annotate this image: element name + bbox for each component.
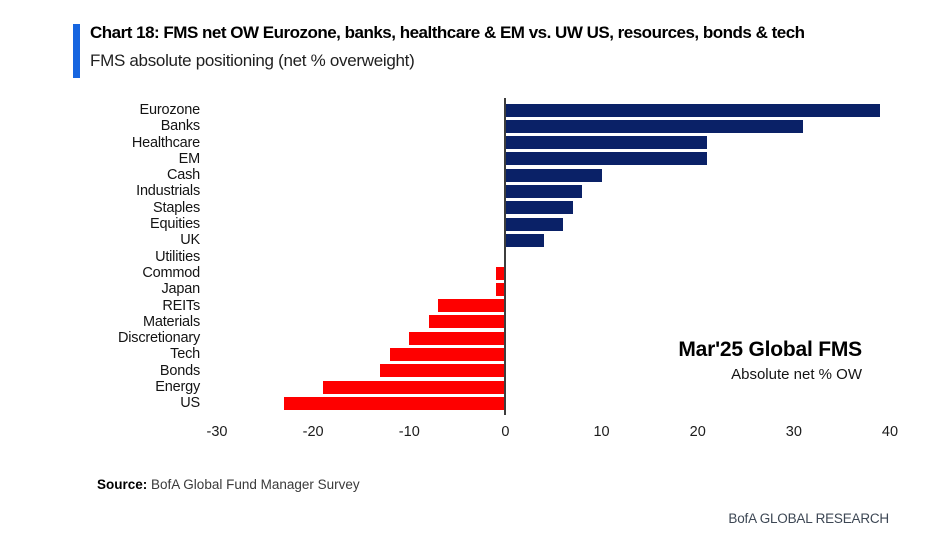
bar-staples [505,201,573,215]
bar-row: REITs [0,298,929,314]
x-tick-label: 40 [881,424,899,440]
category-label: Tech [170,346,200,363]
bar-track [217,232,890,248]
bar-track [217,167,890,183]
bar-banks [505,119,804,133]
bar-healthcare [505,136,708,150]
bar-uk [505,233,544,247]
x-tick-label: 30 [785,424,802,440]
bar-row: Eurozone [0,102,929,118]
x-tick-label: 20 [689,424,706,440]
bar-equities [505,217,564,231]
source-label: Source: [97,477,148,492]
bar-row: Energy [0,379,929,395]
x-tick-label: 10 [593,424,610,440]
bar-track [217,151,890,167]
category-label: Japan [161,281,200,298]
bar-row: Banks [0,118,929,134]
bar-row: Bonds [0,363,929,379]
bar-row: Tech [0,346,929,362]
x-tick-label: 0 [501,424,510,440]
bar-row: Materials [0,314,929,330]
bar-track [217,281,890,297]
x-tick-label: -20 [302,424,324,440]
category-label: Eurozone [139,102,201,118]
bar-us [284,396,506,410]
bar-energy [322,380,506,394]
bar-chart: Eurozone Banks Healthcare EM Cash Industrials… [0,102,929,412]
category-label: Bonds [159,362,200,379]
bar-japan [495,282,506,296]
bar-track [217,183,890,199]
zero-axis-line [504,98,506,415]
category-label: Equities [150,216,200,233]
bar-commod [495,266,506,280]
brand-footer: BofA GLOBAL RESEARCH [728,511,889,526]
bar-em [505,152,708,166]
category-label: Healthcare [131,134,200,151]
bar-track [217,216,890,232]
bar-row: EM [0,151,929,167]
bar-track [217,346,890,362]
category-label: Banks [160,118,201,135]
bar-track [217,200,890,216]
source-text: BofA Global Fund Manager Survey [151,477,360,492]
bar-row: Industrials [0,183,929,199]
bar-track [217,363,890,379]
bar-track [217,102,890,118]
bar-track [217,249,890,265]
bar-track [217,298,890,314]
annotation-title: Mar'25 Global FMS [678,338,862,361]
category-label: EM [178,150,201,167]
category-label: UK [180,232,200,249]
bar-row: Healthcare [0,135,929,151]
category-label: Discretionary [117,330,200,347]
bar-row: Japan [0,281,929,297]
bar-materials [428,315,506,329]
bar-track [217,118,890,134]
chart-title: Chart 18: FMS net OW Eurozone, banks, he… [90,23,805,42]
category-label: Cash [166,167,200,184]
annotation-subtitle: Absolute net % OW [731,366,862,383]
bar-track [217,135,890,151]
category-label: Energy [155,379,200,396]
x-axis: -30 -20 -10 0 10 20 30 40 [207,424,899,444]
bar-row: Commod [0,265,929,281]
category-label: Utilities [155,248,200,265]
bar-reits [438,299,506,313]
bar-row: Cash [0,167,929,183]
source-note: Source: BofA Global Fund Manager Survey [97,477,360,492]
bar-track [217,265,890,281]
bar-row: UK [0,232,929,248]
category-label: US [180,395,200,412]
category-label: Materials [142,313,200,330]
bar-row: US [0,395,929,411]
bar-eurozone [505,103,881,117]
x-tick-label: -10 [398,424,420,440]
bar-cash [505,168,602,182]
category-label: REITs [162,297,200,314]
bar-row: Staples [0,200,929,216]
title-accent-bar [73,24,80,78]
bar-tech [390,348,506,362]
bar-row: Equities [0,216,929,232]
x-tick-label: -30 [206,424,228,440]
bar-industrials [505,185,583,199]
bar-track [217,314,890,330]
chart-subtitle: FMS absolute positioning (net % overweig… [90,51,415,70]
bar-track [217,330,890,346]
chart-annotation: Mar'25 Global FMS Absolute net % OW [678,338,862,383]
bar-discretionary [409,331,506,345]
bar-track [217,395,890,411]
category-label: Commod [142,264,200,281]
bar-track [217,379,890,395]
bar-row: Discretionary [0,330,929,346]
bar-bonds [380,364,506,378]
category-label: Staples [153,199,200,216]
category-label: Industrials [136,183,200,200]
bar-row: Utilities [0,249,929,265]
